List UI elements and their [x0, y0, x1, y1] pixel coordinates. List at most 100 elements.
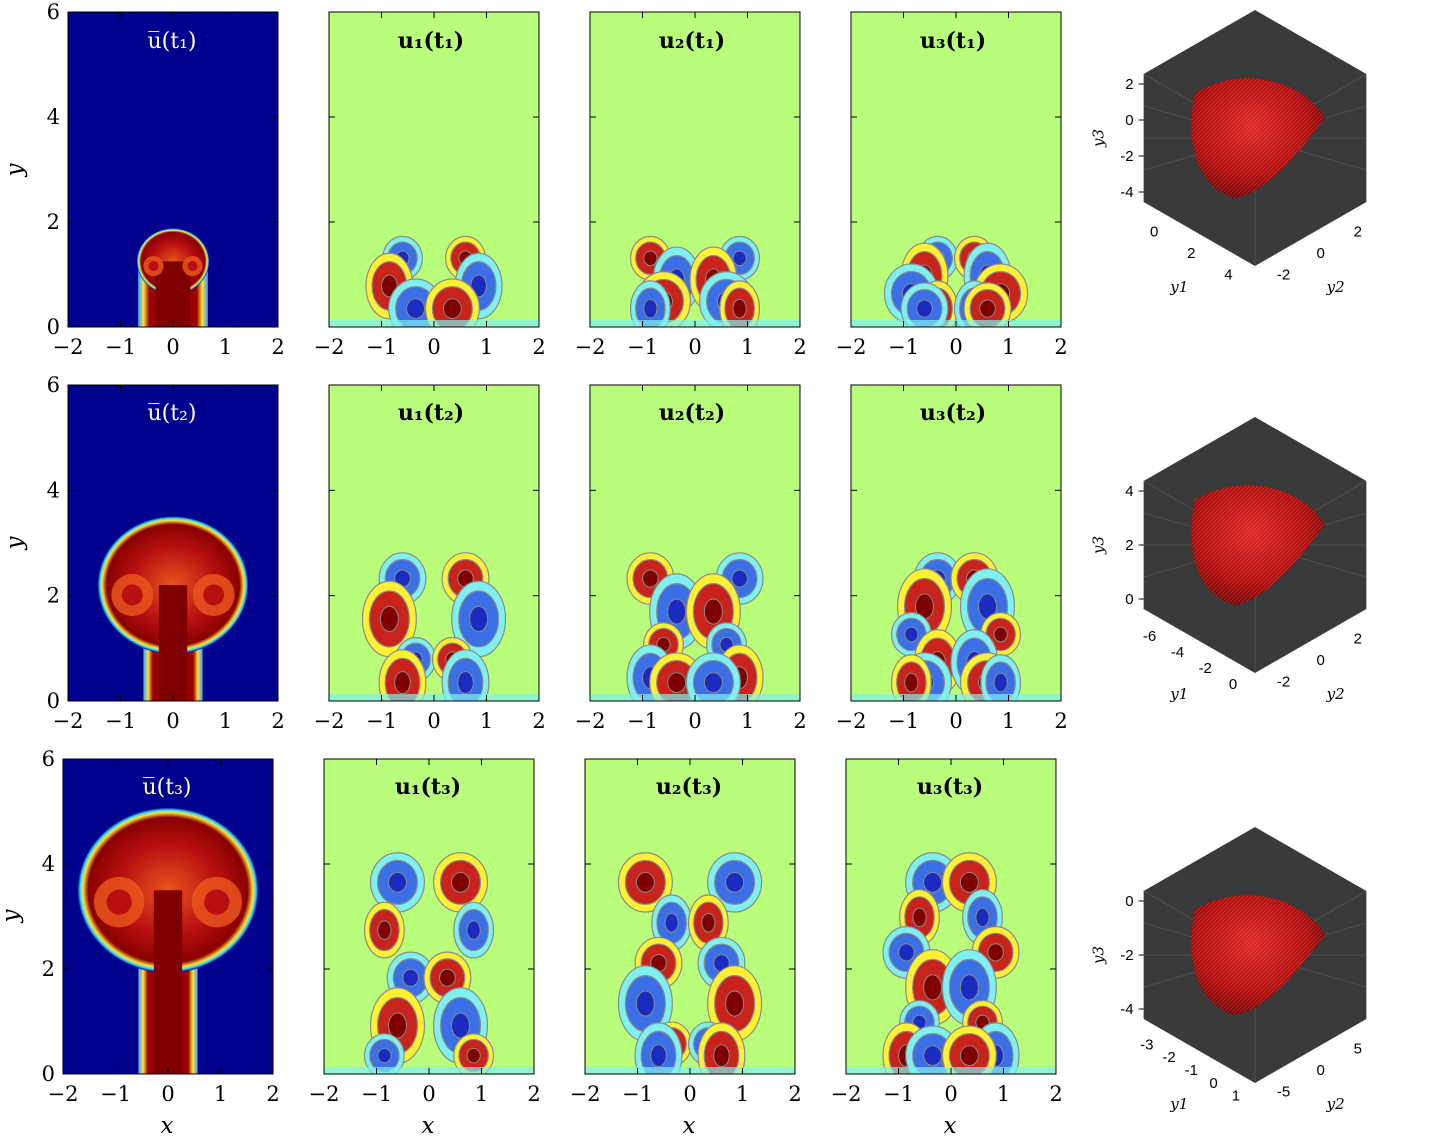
contour-core — [732, 298, 747, 319]
z-axis-label: y3 — [1090, 129, 1108, 148]
panel-row-2-col-1: −2 −1 0 1 2 0 2 4 6 — [47, 373, 285, 733]
x-tick-label: 1 — [480, 709, 493, 733]
x-tick-label: 2 — [1054, 709, 1067, 733]
x-tick-label: 0 — [161, 1082, 174, 1106]
mode-background — [590, 385, 800, 701]
y2-axis-label: y2 — [1326, 278, 1345, 296]
y2-tick-label: 0 — [1317, 245, 1325, 262]
x-tick-label: 1 — [219, 335, 232, 359]
y-axis-label-row-1: y — [2, 163, 28, 178]
x-tick-label: 1 — [480, 335, 493, 359]
x-tick-label: 0 — [949, 709, 962, 733]
contour-core — [650, 1044, 667, 1068]
z-tick-label: -4 — [1120, 184, 1133, 201]
contour-core — [466, 1047, 481, 1064]
contour-core — [923, 871, 943, 893]
x-tick-label: 0 — [166, 709, 179, 733]
contour-core — [923, 974, 943, 1001]
x-tick-label: −1 — [361, 1082, 392, 1106]
x-tick-label: −1 — [366, 335, 397, 359]
vortex-center — [121, 584, 143, 606]
attractor-surface-texture — [1191, 485, 1325, 605]
contour-core — [912, 907, 927, 928]
y-tick-label: 4 — [47, 478, 60, 502]
contour-core — [923, 1045, 943, 1067]
x-tick-label: −2 — [836, 335, 867, 359]
y1-tick-label: -3 — [1140, 1036, 1153, 1053]
panel-row-3-col-2: −2 −1 0 1 2 — [309, 758, 541, 1106]
mean-title-row-3: u̅(t₃) — [143, 775, 192, 800]
y2-tick-label: 0 — [1317, 652, 1325, 669]
x-tick-label: −1 — [888, 709, 919, 733]
contour-core — [667, 598, 687, 625]
box3d-row-2: 4 2 0 y3 -6 -4 -2 0 y1 2 0 -2 y2 — [1090, 417, 1367, 703]
panel-row-1-col-4: −2 −1 0 1 2 — [836, 11, 1068, 359]
y1-tick-label: 4 — [1224, 266, 1232, 283]
contour-core — [703, 598, 723, 625]
y1-tick-label: -2 — [1199, 660, 1212, 677]
x-tick-label: 0 — [683, 1082, 696, 1106]
panel-row-1-col-3: −2 −1 0 1 2 — [575, 11, 807, 359]
contour-core — [377, 1047, 392, 1064]
x-tick-label: −2 — [836, 709, 867, 733]
x-tick-label: 1 — [219, 709, 232, 733]
panel-row-3-col-3: −2 −1 0 1 2 — [570, 758, 802, 1106]
contour-core — [469, 605, 489, 632]
y1-tick-label: -2 — [1162, 1049, 1175, 1066]
y2-tick-label: -2 — [1277, 266, 1290, 283]
contour-core — [439, 968, 456, 987]
x-tick-label: 2 — [1054, 335, 1067, 359]
y-tick-label: 6 — [42, 747, 55, 771]
mode-background — [329, 385, 539, 701]
x-tick-label: −1 — [105, 709, 136, 733]
x-axis-label-col-4: x — [944, 1113, 957, 1139]
x-tick-label: 1 — [1002, 709, 1015, 733]
y2-tick-label: -2 — [1277, 673, 1290, 690]
contour-core — [993, 626, 1008, 643]
x-tick-label: 2 — [271, 335, 284, 359]
y-tick-label: 6 — [47, 0, 60, 24]
z-tick-label: -2 — [1120, 148, 1133, 165]
x-tick-label: 2 — [1049, 1082, 1062, 1106]
contour-core — [975, 907, 990, 928]
contour-core — [916, 299, 933, 318]
x-tick-label: 1 — [741, 709, 754, 733]
y1-axis-label: y1 — [1169, 278, 1188, 296]
mode-background — [851, 12, 1061, 327]
contour-core — [643, 298, 658, 319]
y-axis-label-row-3: y — [0, 909, 24, 924]
contour-core — [451, 871, 470, 893]
y-tick-label: 0 — [47, 315, 60, 339]
x-tick-label: 0 — [427, 335, 440, 359]
contour-core — [725, 990, 745, 1017]
x-tick-label: 1 — [736, 1082, 749, 1106]
y1-tick-label: 2 — [1187, 245, 1195, 262]
x-tick-label: 2 — [266, 1082, 279, 1106]
y1-tick-label: 0 — [1150, 224, 1158, 241]
plume-core — [153, 890, 183, 1074]
contour-core — [388, 1012, 407, 1039]
x-tick-label: 2 — [532, 709, 545, 733]
contour-core — [987, 943, 1004, 962]
x-axis-label-col-2: x — [422, 1113, 435, 1139]
z-tick-label: 4 — [1125, 483, 1133, 500]
x-tick-label: 0 — [688, 335, 701, 359]
contour-core — [388, 871, 407, 893]
x-tick-label: −1 — [366, 709, 397, 733]
x-tick-label: 2 — [788, 1082, 801, 1106]
contour-core — [667, 672, 687, 693]
y2-tick-label: 5 — [1354, 1041, 1362, 1058]
attractor-surface-texture — [1191, 78, 1325, 198]
y-axis-label-row-2: y — [2, 536, 28, 551]
contour-core — [993, 672, 1008, 693]
z-tick-label: 0 — [1125, 112, 1133, 129]
y1-axis-label: y1 — [1169, 685, 1188, 703]
contour-core — [725, 871, 745, 893]
contour-core — [635, 871, 655, 893]
vortex-center — [148, 261, 159, 272]
y-tick-label: 4 — [47, 105, 60, 129]
x-tick-label: 1 — [741, 335, 754, 359]
x-tick-label: 1 — [214, 1082, 227, 1106]
contour-core — [732, 250, 747, 267]
x-tick-label: −2 — [314, 335, 345, 359]
